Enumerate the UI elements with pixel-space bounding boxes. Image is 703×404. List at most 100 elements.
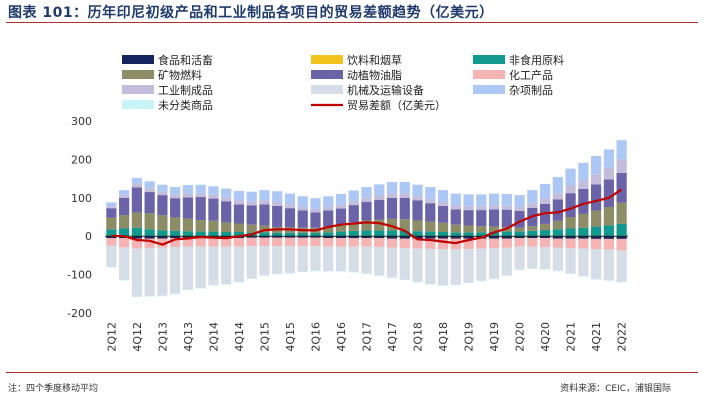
bar-segment-3-22 <box>386 218 398 231</box>
bar-segment-8-32 <box>514 195 525 208</box>
bar-segment-4-4 <box>157 195 168 216</box>
bar-segment-6-4 <box>157 191 168 196</box>
trade-balance-line-layer <box>111 188 623 246</box>
bar-segment-7-38 <box>591 249 602 280</box>
bar-segment-8-40 <box>616 140 627 160</box>
bar-segment-6-38 <box>591 174 602 185</box>
bar-segment-6-24 <box>412 196 423 201</box>
legend-label-4: 动植物油脂 <box>347 68 402 82</box>
bar-segment-3-40 <box>616 202 627 224</box>
bar-segment-0-13 <box>272 236 283 238</box>
bar-segment-2-19 <box>348 230 359 237</box>
bar-segment-6-40 <box>616 159 627 173</box>
bar-segment-9-0 <box>106 266 117 268</box>
x-tick-label-13: 4Q18 <box>437 322 450 352</box>
bar-segment-9-5 <box>170 293 181 295</box>
bar-segment-9-13 <box>272 273 283 275</box>
bar-segment-9-22 <box>386 277 398 279</box>
bar-segment-4-20 <box>361 202 372 221</box>
bar-segment-3-11 <box>246 224 257 233</box>
bar-segment-2-12 <box>259 232 270 237</box>
bar-segment-3-9 <box>221 222 232 232</box>
bar-segment-6-34 <box>539 198 551 204</box>
bar-segment-5-24 <box>412 238 423 249</box>
bar-segment-6-32 <box>514 207 525 211</box>
bar-segment-0-19 <box>348 236 359 239</box>
bar-segment-6-30 <box>488 205 500 210</box>
bar-segment-4-9 <box>221 201 232 223</box>
x-tick-label-4: 2Q14 <box>207 322 220 352</box>
bar-segment-8-22 <box>386 182 398 194</box>
x-tick-label-5: 4Q14 <box>233 322 246 352</box>
bar-segment-4-31 <box>501 209 512 227</box>
bar-segment-6-9 <box>221 197 232 202</box>
legend-label-2: 非食用原料 <box>509 53 564 67</box>
bar-segment-5-18 <box>335 238 347 247</box>
trade-balance-line <box>111 188 623 246</box>
bar-segment-9-27 <box>450 284 461 286</box>
bar-segment-8-6 <box>182 185 194 194</box>
bar-segment-2-5 <box>170 230 181 237</box>
bar-segment-0-20 <box>361 236 372 239</box>
bar-segment-6-33 <box>527 203 538 208</box>
bar-segment-5-19 <box>348 238 359 247</box>
bar-segment-6-8 <box>208 194 219 199</box>
bar-segment-2-39 <box>603 225 614 237</box>
bar-segment-3-25 <box>425 221 436 232</box>
y-tick-label-5: -200 <box>67 307 92 320</box>
bar-segment-7-1 <box>119 247 130 280</box>
bar-segment-7-40 <box>616 250 627 282</box>
bar-segment-6-31 <box>501 205 512 210</box>
bar-segment-5-28 <box>463 238 474 249</box>
y-tick-label-4: -100 <box>67 269 92 282</box>
bar-segment-4-23 <box>399 197 410 220</box>
bar-segment-4-2 <box>131 187 142 213</box>
bar-segment-7-36 <box>565 248 576 274</box>
bar-segment-2-21 <box>374 230 385 237</box>
bar-segment-5-7 <box>195 238 206 247</box>
bar-segment-3-37 <box>578 213 589 228</box>
legend-label-7: 机械及运输设备 <box>347 83 424 97</box>
bar-segment-8-3 <box>144 181 155 189</box>
bar-segment-9-39 <box>603 280 614 281</box>
bar-segment-7-2 <box>131 248 142 297</box>
bar-segment-2-29 <box>476 232 487 237</box>
bar-segment-2-15 <box>297 232 308 237</box>
bar-segment-7-37 <box>578 248 589 277</box>
y-axis: 300 200 100 0 -100 -200 <box>67 115 92 320</box>
bar-segment-0-24 <box>412 236 423 239</box>
bar-segment-5-31 <box>501 238 512 248</box>
bar-segment-9-12 <box>259 275 270 276</box>
bar-segment-8-1 <box>119 190 130 195</box>
bar-segment-7-19 <box>348 246 359 272</box>
bar-segment-5-39 <box>603 238 614 250</box>
bar-segment-3-38 <box>591 210 602 227</box>
bar-segment-6-3 <box>144 188 155 193</box>
bar-segment-6-12 <box>259 200 270 205</box>
bar-segment-7-18 <box>335 246 347 272</box>
bar-segment-9-1 <box>119 279 130 281</box>
bar-segment-6-18 <box>335 204 347 209</box>
bar-segment-0-0 <box>106 236 117 239</box>
bar-segment-3-3 <box>144 213 155 230</box>
bar-segment-8-21 <box>374 184 385 196</box>
bar-segment-8-5 <box>170 187 181 195</box>
bar-segment-2-9 <box>221 231 232 237</box>
bar-segment-0-28 <box>463 236 474 239</box>
bar-segment-8-18 <box>335 193 347 205</box>
bar-segment-4-0 <box>106 208 117 218</box>
bar-segment-3-6 <box>182 218 194 232</box>
bar-segment-7-16 <box>310 246 321 271</box>
bar-segment-4-15 <box>297 210 308 228</box>
bar-segment-2-13 <box>272 232 283 237</box>
bar-segment-3-36 <box>565 217 576 229</box>
bar-segment-5-15 <box>297 237 308 247</box>
legend-label-6: 工业制成品 <box>158 84 213 97</box>
bar-segment-5-29 <box>476 238 487 249</box>
bar-segment-4-1 <box>119 197 130 216</box>
bar-segment-9-30 <box>488 278 500 280</box>
bar-segment-8-34 <box>539 183 551 199</box>
bar-segment-9-35 <box>552 270 563 272</box>
x-tick-label-14: 2Q19 <box>463 322 476 352</box>
bar-segment-8-20 <box>361 187 372 198</box>
